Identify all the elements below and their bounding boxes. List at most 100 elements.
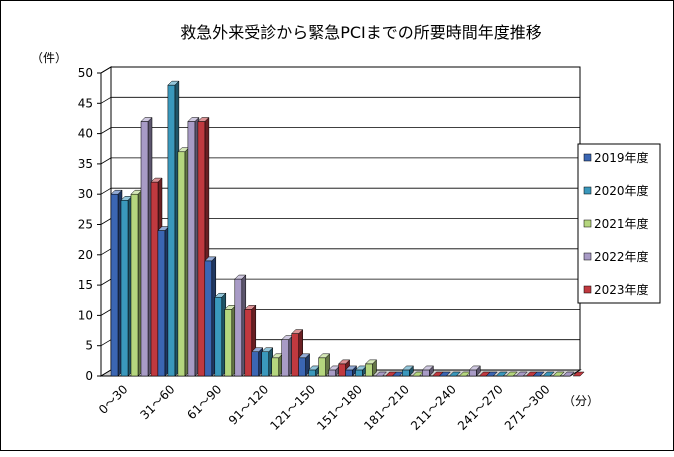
y-tick-label: 40 xyxy=(78,127,93,141)
bar xyxy=(338,363,346,377)
bar-zero xyxy=(572,371,585,377)
bar xyxy=(120,200,129,377)
y-axis-label: （件） xyxy=(31,51,67,65)
legend-entry: 2022年度 xyxy=(594,249,649,264)
bar xyxy=(140,121,149,377)
bar xyxy=(271,357,279,377)
bar-zero xyxy=(505,371,518,377)
bar-top xyxy=(197,117,210,122)
gridline-side xyxy=(100,339,112,347)
bar xyxy=(328,369,336,377)
bar xyxy=(110,193,119,377)
bar-zero xyxy=(552,371,565,377)
x-tick-label: 91～120 xyxy=(226,382,271,427)
y-tick-label: 45 xyxy=(78,96,93,110)
bar-top xyxy=(234,274,247,280)
y-tick-label: 10 xyxy=(78,308,93,322)
plot-area: 0 5 10 15 20 25 30 35 40 45 50 0～30 31～60 61～90 91～120… xyxy=(78,66,585,433)
x-tick-label: 61～90 xyxy=(184,382,224,422)
bar-zero xyxy=(542,371,555,377)
legend-swatch xyxy=(583,186,592,195)
y-tick-label: 35 xyxy=(78,157,93,171)
bar xyxy=(355,369,363,377)
x-axis-label: （分） xyxy=(563,394,599,408)
x-tick-label: 0～30 xyxy=(96,382,131,417)
legend-swatch xyxy=(583,252,592,261)
gridline-side xyxy=(100,127,112,134)
gridline-side xyxy=(100,248,112,256)
bar-top xyxy=(297,353,311,359)
gridline-side xyxy=(100,157,112,165)
bar xyxy=(214,296,223,377)
y-tick-label: 5 xyxy=(85,339,93,353)
bar-zero xyxy=(515,371,528,377)
legend-swatch xyxy=(583,285,592,294)
legend-entry: 2020年度 xyxy=(594,183,649,198)
bar xyxy=(345,369,353,377)
bar-top xyxy=(167,80,180,86)
legend-box xyxy=(577,143,661,304)
y-tick-label: 0 xyxy=(85,369,93,383)
legend-entry: 2019年度 xyxy=(594,150,649,165)
bar-top xyxy=(468,365,481,371)
legend-swatch xyxy=(583,153,592,162)
bar xyxy=(244,309,253,377)
bar-zero xyxy=(438,371,451,377)
bar xyxy=(224,309,233,377)
bar-top xyxy=(344,365,358,371)
bar xyxy=(402,369,410,377)
bar xyxy=(261,351,269,377)
bar-top xyxy=(204,256,217,262)
bar-top xyxy=(187,117,200,122)
bar-top xyxy=(421,365,435,371)
bar-zero xyxy=(562,371,575,377)
bar-top xyxy=(317,353,331,359)
x-tick-label: 151～180 xyxy=(314,382,365,433)
bar-top xyxy=(291,329,304,334)
bar xyxy=(251,351,259,377)
bar xyxy=(298,357,306,377)
bar-top xyxy=(150,177,163,183)
legend-swatch xyxy=(583,219,592,228)
bar-top xyxy=(244,305,257,310)
bar-top xyxy=(337,359,351,365)
x-tick-label: 211～240 xyxy=(408,382,459,433)
bar-zero xyxy=(495,371,508,377)
bar-top xyxy=(364,359,378,365)
gridline-side xyxy=(100,278,112,286)
bar xyxy=(365,363,373,377)
bar xyxy=(177,151,186,377)
bar xyxy=(157,230,166,377)
legend-entry: 2021年度 xyxy=(594,216,649,231)
legend-entry: 2023年度 xyxy=(594,282,649,297)
y-tick-label: 20 xyxy=(78,248,93,262)
gridline-side xyxy=(100,187,112,195)
bar xyxy=(308,369,316,377)
bar xyxy=(281,339,289,377)
chart-title: 救急外来受診から緊急PCIまでの所要時間年度推移 xyxy=(180,23,542,42)
bar-top xyxy=(214,292,227,298)
bar xyxy=(204,260,213,377)
bar-top xyxy=(140,117,153,122)
bar-zero xyxy=(485,371,498,377)
bar xyxy=(167,84,176,377)
gridline-side xyxy=(100,309,112,316)
x-tick-label: 31～60 xyxy=(137,382,177,422)
gridline-side xyxy=(100,96,112,104)
y-tick-label: 25 xyxy=(78,218,93,232)
bar xyxy=(318,357,326,377)
bar-top xyxy=(251,347,264,353)
bar-zero xyxy=(532,371,545,377)
bar-top xyxy=(261,347,274,353)
bar xyxy=(197,121,206,377)
bar xyxy=(187,121,196,377)
bar-zero xyxy=(448,371,461,377)
x-tick-label: 241～270 xyxy=(455,382,506,433)
x-tick-label: 121～150 xyxy=(267,382,318,433)
bar-top xyxy=(401,365,415,371)
bar-top xyxy=(110,189,123,195)
bar xyxy=(130,193,139,377)
gridline-side xyxy=(100,218,112,225)
legend: 2019年度 2020年度 2021年度 2022年度 2023年度 xyxy=(577,143,661,304)
